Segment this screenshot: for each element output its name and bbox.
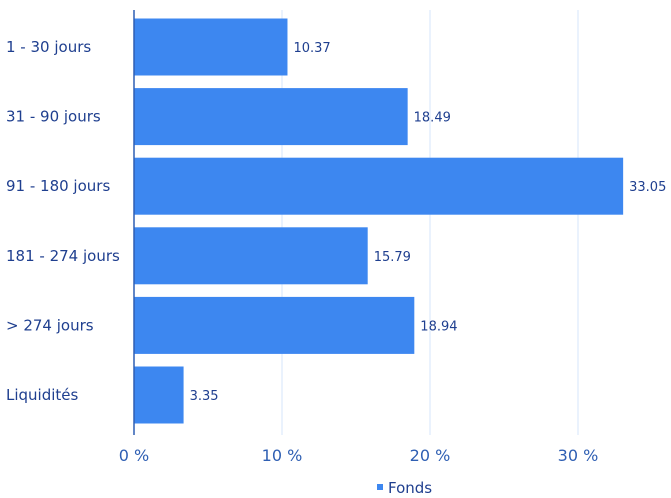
legend-label-fonds: Fonds [388, 479, 432, 497]
bar-0 [134, 18, 288, 76]
bars [134, 18, 624, 424]
category-label-3: 181 - 274 jours [6, 247, 120, 265]
category-label-2: 91 - 180 jours [6, 177, 110, 195]
x-tick-label-2: 20 % [410, 446, 451, 465]
grid-lines [281, 10, 579, 435]
category-label-1: 31 - 90 jours [6, 108, 101, 126]
value-label-5: 3.35 [190, 389, 219, 404]
x-tick-labels: 0 % 10 % 20 % 30 % [119, 446, 599, 465]
value-label-2: 33.05 [629, 180, 666, 195]
category-label-5: Liquidités [6, 386, 79, 404]
bar-2 [134, 157, 624, 215]
legend-swatch-fonds [377, 484, 383, 490]
bar-5 [134, 366, 184, 424]
x-tick-label-0: 0 % [119, 446, 149, 465]
x-tick-label-3: 30 % [558, 446, 599, 465]
x-tick-label-1: 10 % [262, 446, 303, 465]
value-label-3: 15.79 [374, 250, 411, 265]
bar-1 [134, 88, 408, 146]
value-label-4: 18.94 [420, 319, 457, 334]
bar-3 [134, 227, 368, 285]
category-label-4: > 274 jours [6, 316, 94, 334]
value-label-1: 18.49 [414, 111, 451, 126]
value-labels: 10.37 18.49 33.05 15.79 18.94 3.35 [190, 41, 667, 404]
bar-4 [134, 296, 415, 354]
legend: Fonds [377, 479, 432, 497]
value-label-0: 10.37 [293, 41, 330, 56]
category-label-0: 1 - 30 jours [6, 38, 91, 56]
category-labels: 1 - 30 jours 31 - 90 jours 91 - 180 jours 1… [6, 38, 120, 404]
